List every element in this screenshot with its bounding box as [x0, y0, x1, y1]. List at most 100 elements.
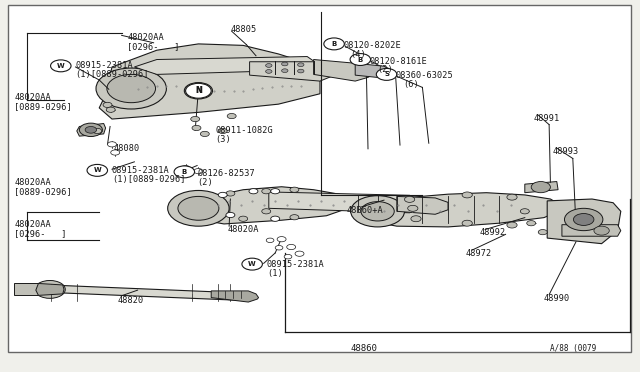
- Circle shape: [376, 68, 397, 80]
- Circle shape: [111, 150, 120, 155]
- Circle shape: [411, 216, 421, 222]
- Polygon shape: [29, 284, 248, 301]
- Circle shape: [361, 202, 394, 221]
- Circle shape: [96, 68, 166, 109]
- Text: N: N: [195, 86, 202, 95]
- Text: (2): (2): [197, 178, 213, 187]
- Text: W: W: [248, 261, 256, 267]
- Text: 48B60+A: 48B60+A: [347, 206, 383, 215]
- Circle shape: [168, 190, 229, 226]
- Circle shape: [404, 196, 415, 202]
- Text: [0296-   ]: [0296- ]: [14, 229, 67, 238]
- Polygon shape: [269, 192, 419, 213]
- Text: 48020AA: 48020AA: [14, 178, 51, 187]
- Circle shape: [507, 194, 517, 200]
- Text: [0889-0296]: [0889-0296]: [14, 102, 72, 111]
- Circle shape: [507, 222, 517, 228]
- Text: 48020AA: 48020AA: [14, 220, 51, 229]
- Circle shape: [538, 230, 547, 235]
- Polygon shape: [211, 291, 259, 302]
- Text: B: B: [358, 57, 363, 62]
- Text: W: W: [93, 167, 101, 173]
- Polygon shape: [525, 182, 558, 193]
- Circle shape: [295, 251, 304, 256]
- Polygon shape: [314, 60, 378, 81]
- Circle shape: [266, 64, 272, 67]
- Text: 48991: 48991: [534, 114, 560, 123]
- Text: B: B: [332, 41, 337, 47]
- Text: [0296-   ]: [0296- ]: [127, 42, 180, 51]
- Text: N: N: [195, 86, 202, 95]
- Text: (1)[0889-0296]: (1)[0889-0296]: [76, 70, 149, 79]
- Polygon shape: [562, 225, 621, 236]
- Circle shape: [351, 196, 404, 227]
- Text: (6): (6): [403, 80, 419, 89]
- Polygon shape: [99, 44, 320, 119]
- Circle shape: [227, 113, 236, 119]
- Polygon shape: [134, 57, 317, 74]
- Circle shape: [350, 54, 371, 65]
- Text: 08915-2381A: 08915-2381A: [112, 166, 170, 175]
- Circle shape: [287, 244, 296, 250]
- Circle shape: [87, 164, 108, 176]
- Circle shape: [573, 214, 594, 225]
- Text: 08360-63025: 08360-63025: [396, 71, 453, 80]
- Circle shape: [408, 205, 418, 211]
- Circle shape: [531, 182, 550, 193]
- Circle shape: [462, 220, 472, 226]
- Text: 48972: 48972: [465, 249, 492, 258]
- Polygon shape: [14, 283, 38, 295]
- Circle shape: [108, 142, 116, 147]
- Text: 48020A: 48020A: [228, 225, 259, 234]
- Circle shape: [594, 226, 609, 235]
- Circle shape: [271, 216, 280, 221]
- Circle shape: [103, 102, 112, 108]
- Polygon shape: [547, 199, 621, 244]
- Circle shape: [298, 69, 304, 73]
- Circle shape: [290, 187, 299, 192]
- Circle shape: [51, 60, 71, 72]
- Text: 08915-2381A: 08915-2381A: [76, 61, 133, 70]
- Polygon shape: [397, 196, 448, 214]
- Circle shape: [107, 74, 156, 103]
- Circle shape: [564, 208, 603, 231]
- Text: 48080: 48080: [114, 144, 140, 153]
- Circle shape: [93, 128, 102, 134]
- Circle shape: [262, 189, 271, 194]
- Text: W: W: [57, 63, 65, 69]
- Circle shape: [242, 258, 262, 270]
- Circle shape: [226, 212, 235, 218]
- Circle shape: [218, 192, 227, 198]
- Text: [0889-0296]: [0889-0296]: [14, 187, 72, 196]
- Polygon shape: [77, 124, 106, 136]
- Text: 48993: 48993: [553, 147, 579, 156]
- Text: 08126-82537: 08126-82537: [197, 169, 255, 178]
- Text: 48020AA: 48020AA: [127, 33, 164, 42]
- Circle shape: [527, 221, 536, 226]
- Text: S: S: [384, 71, 389, 77]
- Circle shape: [284, 254, 292, 259]
- Text: (4): (4): [351, 50, 367, 59]
- Text: A/88 (0079: A/88 (0079: [550, 344, 596, 353]
- Circle shape: [282, 69, 288, 73]
- Text: 08120-8161E: 08120-8161E: [369, 57, 427, 65]
- Circle shape: [186, 83, 211, 98]
- Circle shape: [239, 216, 248, 221]
- Polygon shape: [365, 193, 560, 227]
- Polygon shape: [250, 62, 333, 81]
- Circle shape: [282, 62, 288, 66]
- Circle shape: [249, 189, 258, 194]
- Circle shape: [35, 280, 65, 298]
- Circle shape: [324, 38, 344, 50]
- Circle shape: [181, 166, 190, 171]
- Circle shape: [275, 246, 283, 250]
- Text: (3): (3): [215, 135, 231, 144]
- Polygon shape: [36, 283, 64, 295]
- Circle shape: [226, 191, 235, 196]
- Circle shape: [191, 116, 200, 122]
- Polygon shape: [174, 187, 358, 224]
- Circle shape: [192, 125, 201, 131]
- Text: 48820: 48820: [118, 296, 144, 305]
- Circle shape: [266, 70, 272, 73]
- Text: 08120-8202E: 08120-8202E: [343, 41, 401, 50]
